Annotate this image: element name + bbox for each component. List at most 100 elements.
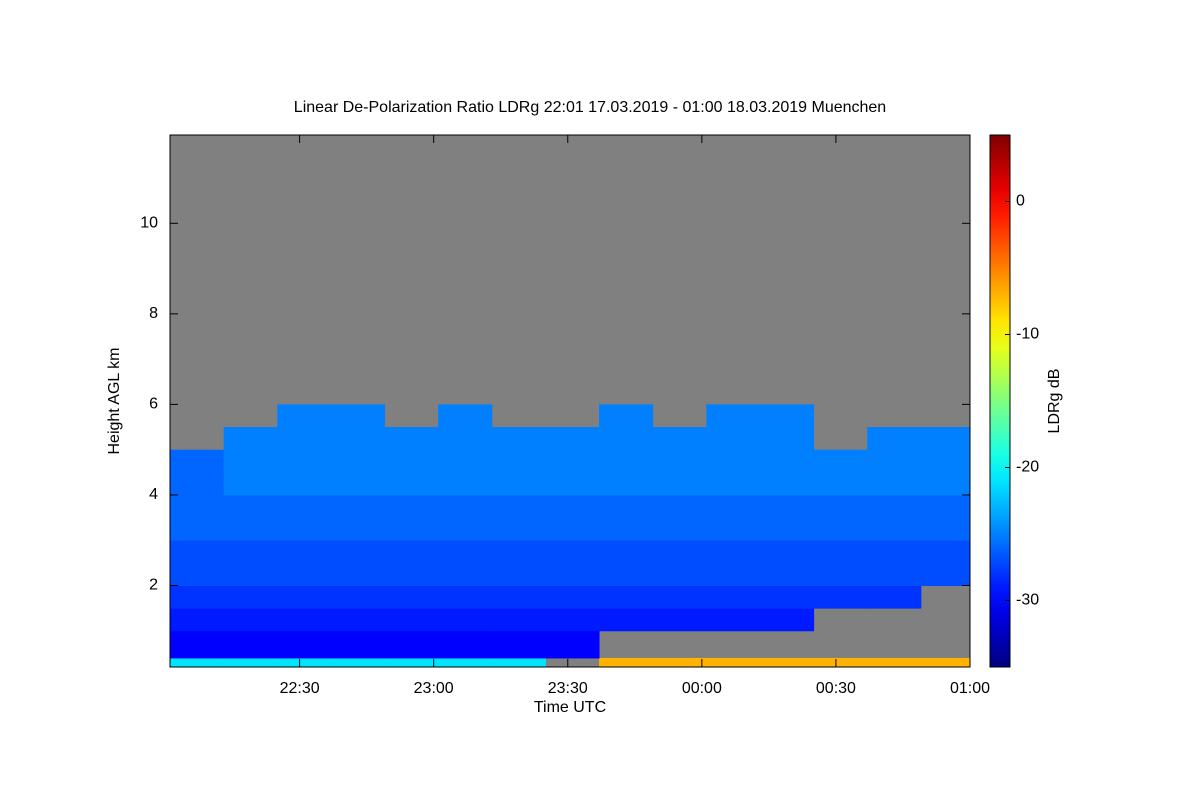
heatmap-cell bbox=[277, 608, 332, 632]
heatmap-cell bbox=[652, 540, 707, 564]
heatmap-cell bbox=[920, 657, 971, 668]
y-tick-label: 2 bbox=[149, 577, 158, 594]
heatmap-cell bbox=[652, 449, 707, 473]
heatmap-cell bbox=[277, 404, 332, 428]
heatmap-cell bbox=[652, 427, 707, 451]
heatmap-cell bbox=[384, 427, 439, 451]
heatmap-cell bbox=[170, 585, 225, 609]
heatmap-cell bbox=[223, 608, 278, 632]
heatmap-cell bbox=[438, 657, 493, 668]
heatmap-cell bbox=[384, 540, 439, 564]
heatmap-cell bbox=[491, 472, 546, 496]
heatmap-cell bbox=[599, 404, 654, 428]
heatmap-cell bbox=[920, 472, 971, 496]
heatmap-cell bbox=[759, 585, 815, 609]
heatmap-cell bbox=[330, 608, 386, 632]
heatmap-cell bbox=[277, 517, 332, 541]
x-tick-label: 23:00 bbox=[414, 680, 454, 697]
heatmap-cell bbox=[223, 540, 278, 564]
heatmap-cell bbox=[438, 630, 493, 659]
heatmap-cell bbox=[384, 517, 439, 541]
heatmap-cell bbox=[759, 540, 815, 564]
heatmap-cell bbox=[599, 585, 654, 609]
heatmap-cell bbox=[330, 472, 386, 496]
heatmap-cell bbox=[491, 562, 546, 587]
heatmap-cell bbox=[545, 449, 600, 473]
heatmap-cell bbox=[170, 540, 225, 564]
heatmap-cell bbox=[438, 494, 493, 519]
heatmap-cell bbox=[545, 517, 600, 541]
heatmap-cell bbox=[491, 427, 546, 451]
colorbar bbox=[989, 134, 1011, 668]
heatmap-cell bbox=[652, 472, 707, 496]
heatmap-cell bbox=[706, 585, 761, 609]
heatmap-cell bbox=[223, 494, 278, 519]
heatmap-cell bbox=[545, 472, 600, 496]
heatmap-cell bbox=[867, 517, 922, 541]
heatmap-cell bbox=[438, 540, 493, 564]
heatmap-cell bbox=[599, 562, 654, 587]
heatmap-cell bbox=[920, 562, 971, 587]
heatmap-cell bbox=[545, 427, 600, 451]
heatmap-cell bbox=[813, 494, 868, 519]
heatmap-cell bbox=[223, 585, 278, 609]
heatmap-cell bbox=[277, 657, 332, 668]
heatmap-cell bbox=[545, 540, 600, 564]
heatmap-cell bbox=[599, 449, 654, 473]
heatmap-cell bbox=[330, 404, 386, 428]
heatmap-cell bbox=[170, 472, 225, 496]
heatmap-cell bbox=[491, 630, 546, 659]
heatmap-cell bbox=[330, 540, 386, 564]
heatmap-cell bbox=[545, 585, 600, 609]
y-tick-label: 4 bbox=[149, 486, 158, 503]
heatmap-cell bbox=[920, 494, 971, 519]
heatmap-cell bbox=[599, 540, 654, 564]
heatmap-cell bbox=[759, 472, 815, 496]
heatmap-cell bbox=[706, 427, 761, 451]
heatmap-cell bbox=[920, 427, 971, 451]
heatmap-cell bbox=[652, 517, 707, 541]
heatmap-cell bbox=[813, 585, 868, 609]
heatmap-cell bbox=[813, 472, 868, 496]
x-tick-label: 00:30 bbox=[816, 680, 856, 697]
heatmap-cell bbox=[545, 630, 600, 659]
heatmap-cell bbox=[438, 427, 493, 451]
y-tick-label: 6 bbox=[149, 396, 158, 413]
heatmap-cell bbox=[330, 630, 386, 659]
heatmap-cell bbox=[223, 657, 278, 668]
heatmap-cell bbox=[813, 449, 868, 473]
heatmap-cell bbox=[652, 562, 707, 587]
heatmap-cell bbox=[706, 517, 761, 541]
heatmap-cell bbox=[491, 540, 546, 564]
heatmap-cell bbox=[706, 404, 761, 428]
heatmap-cell bbox=[813, 540, 868, 564]
x-tick-label: 23:30 bbox=[548, 680, 588, 697]
heatmap-cell bbox=[438, 472, 493, 496]
heatmap-cell bbox=[330, 427, 386, 451]
heatmap-cell bbox=[491, 517, 546, 541]
heatmap-cell bbox=[438, 562, 493, 587]
heatmap-cell bbox=[491, 449, 546, 473]
heatmap-cell bbox=[599, 517, 654, 541]
heatmap-cell bbox=[599, 427, 654, 451]
colorbar-label: LDRg dB bbox=[1046, 369, 1063, 434]
heatmap-cell bbox=[706, 494, 761, 519]
heatmap-cell bbox=[706, 540, 761, 564]
heatmap-cell bbox=[920, 517, 971, 541]
y-axis-label: Height AGL km bbox=[106, 347, 123, 454]
heatmap-cell bbox=[384, 562, 439, 587]
heatmap-cell bbox=[384, 472, 439, 496]
heatmap-cell bbox=[277, 494, 332, 519]
heatmap-cell bbox=[330, 657, 386, 668]
heatmap-cell bbox=[170, 630, 225, 659]
heatmap-cell bbox=[867, 427, 922, 451]
heatmap-cell bbox=[277, 540, 332, 564]
colorbar-tick-label: -20 bbox=[1016, 459, 1039, 476]
chart-title: Linear De-Polarization Ratio LDRg 22:01 … bbox=[294, 99, 886, 116]
heatmap-cell bbox=[491, 494, 546, 519]
heatmap-cell bbox=[384, 494, 439, 519]
heatmap-cell bbox=[759, 427, 815, 451]
heatmap-cell bbox=[867, 562, 922, 587]
heatmap-cell bbox=[223, 472, 278, 496]
